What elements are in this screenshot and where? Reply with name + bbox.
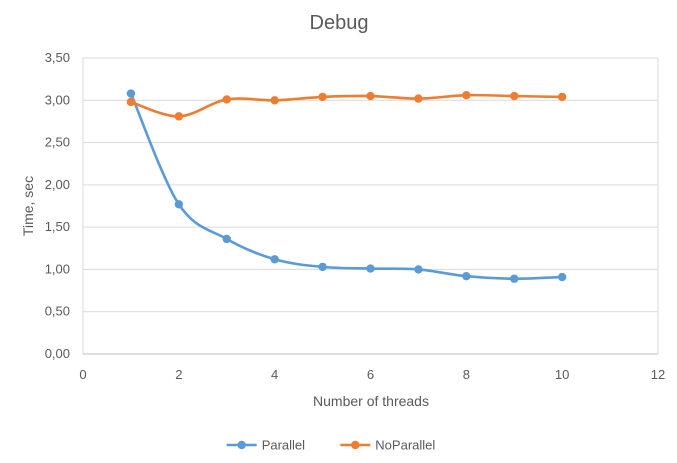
x-tick-label: 6 xyxy=(367,367,374,382)
data-point-parallel xyxy=(222,234,231,244)
y-tick-label: 1,50 xyxy=(45,219,70,234)
data-point-noparallel xyxy=(414,94,423,103)
legend: Parallel NoParallel xyxy=(226,438,435,453)
data-point-parallel xyxy=(510,274,519,283)
data-point-parallel xyxy=(557,272,567,282)
axes: 0,00 0,50 1,00 1,50 2,00 2,50 3,00 3,50 0 2 4 6 8 10 1… xyxy=(45,50,666,382)
y-tick-label: 2,50 xyxy=(45,135,70,150)
data-point-noparallel xyxy=(270,96,279,105)
data-point-noparallel xyxy=(318,92,327,102)
legend-marker-noparallel xyxy=(351,440,360,450)
chart-title: Debug xyxy=(310,12,369,34)
series-line-noparallel xyxy=(129,93,564,118)
data-point-noparallel xyxy=(510,91,519,101)
legend-label-noparallel: NoParallel xyxy=(375,438,435,453)
data-point-noparallel xyxy=(174,112,184,121)
series-layer xyxy=(126,89,567,283)
y-tick-label: 3,00 xyxy=(45,92,70,107)
x-tick-label: 4 xyxy=(271,367,278,382)
data-point-noparallel xyxy=(126,97,136,107)
data-point-parallel xyxy=(414,265,423,274)
data-point-parallel xyxy=(462,271,471,281)
y-tick-label: 0,00 xyxy=(45,346,70,361)
x-tick-label: 10 xyxy=(555,367,569,382)
gridlines xyxy=(83,57,659,355)
series-line-parallel xyxy=(129,92,564,281)
data-point-noparallel xyxy=(462,91,471,100)
data-point-parallel xyxy=(366,264,375,273)
data-point-noparallel xyxy=(222,95,231,104)
x-tick-label: 12 xyxy=(651,367,665,382)
data-point-parallel xyxy=(174,200,184,209)
x-tick-label: 0 xyxy=(79,367,86,382)
data-point-noparallel xyxy=(557,92,567,102)
data-point-parallel xyxy=(126,89,136,98)
data-point-parallel xyxy=(270,255,279,264)
x-axis-title: Number of threads xyxy=(313,393,429,409)
data-point-noparallel xyxy=(366,91,375,101)
data-point-parallel xyxy=(318,262,327,272)
legend-label-parallel: Parallel xyxy=(262,438,305,453)
legend-marker-parallel xyxy=(237,440,246,450)
y-tick-label: 2,00 xyxy=(45,177,70,192)
y-tick-label: 3,50 xyxy=(45,50,70,65)
y-tick-label: 0,50 xyxy=(45,304,70,319)
y-tick-label: 1,00 xyxy=(45,261,70,276)
y-axis-title: Time, sec xyxy=(20,176,36,236)
x-tick-label: 8 xyxy=(463,367,470,382)
x-tick-label: 2 xyxy=(175,367,182,382)
